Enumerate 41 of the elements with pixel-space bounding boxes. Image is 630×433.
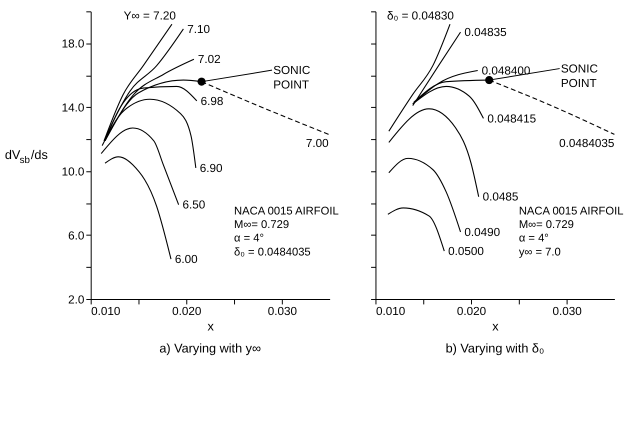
series-label: 6.00 bbox=[174, 252, 198, 266]
text: b) Varying with δ₀ bbox=[446, 342, 544, 356]
y-tick-label: 6.0 bbox=[68, 229, 85, 242]
series-label: δ₀ = 0.04830 bbox=[386, 9, 454, 22]
x-tick-label: 0.010 bbox=[376, 305, 406, 318]
series-label: 7.10 bbox=[187, 22, 211, 36]
series-label: 0.0500 bbox=[448, 244, 484, 258]
x-axis-title: x bbox=[492, 320, 500, 334]
x-tick-label: 0.030 bbox=[268, 305, 298, 318]
y-tick-label: 10.0 bbox=[62, 166, 85, 179]
y-tick-label: 14.0 bbox=[62, 102, 85, 115]
series-label: 7.02 bbox=[198, 53, 221, 66]
y-tick-label: 18.0 bbox=[62, 38, 85, 51]
series-label: 0.0490 bbox=[464, 226, 501, 239]
series-label: 0.048415 bbox=[487, 112, 537, 126]
annotation: α = 4° bbox=[234, 232, 264, 245]
x-tick-label: 0.010 bbox=[91, 305, 121, 318]
text: a) Varying with y∞ bbox=[159, 342, 261, 356]
annotation: SONIC POINT bbox=[273, 64, 310, 92]
annotation: α = 4° bbox=[518, 232, 549, 245]
annotation: M∞= 0.729 bbox=[518, 218, 574, 231]
annotation: δ₀ = 0.0484035 bbox=[234, 246, 311, 258]
x-tick-label: 0.020 bbox=[456, 305, 487, 318]
x-axis-title: x bbox=[207, 320, 214, 334]
series-label: 0.04835 bbox=[464, 26, 508, 40]
y-tick-label: 2.0 bbox=[68, 293, 85, 306]
annotation: y∞ = 7.0 bbox=[518, 246, 561, 258]
annotation: NACA 0015 AIRFOIL bbox=[518, 205, 624, 218]
series-label: 0.0485 bbox=[482, 190, 519, 204]
annotation: SONIC POINT bbox=[560, 62, 598, 90]
x-tick-label: 0.030 bbox=[552, 305, 582, 318]
series-label: 0.0484035 bbox=[559, 137, 615, 150]
series-label: 0.048400 bbox=[482, 64, 531, 78]
series-label: 6.98 bbox=[200, 94, 224, 108]
annotation: NACA 0015 AIRFOIL bbox=[234, 205, 339, 218]
series-label: Y∞ = 7.20 bbox=[124, 9, 176, 22]
series-label: 7.00 bbox=[306, 137, 330, 150]
series-label: 6.50 bbox=[182, 198, 206, 212]
series-label: 6.90 bbox=[200, 162, 223, 175]
annotation: M∞= 0.729 bbox=[234, 218, 290, 231]
x-tick-label: 0.020 bbox=[172, 305, 202, 318]
